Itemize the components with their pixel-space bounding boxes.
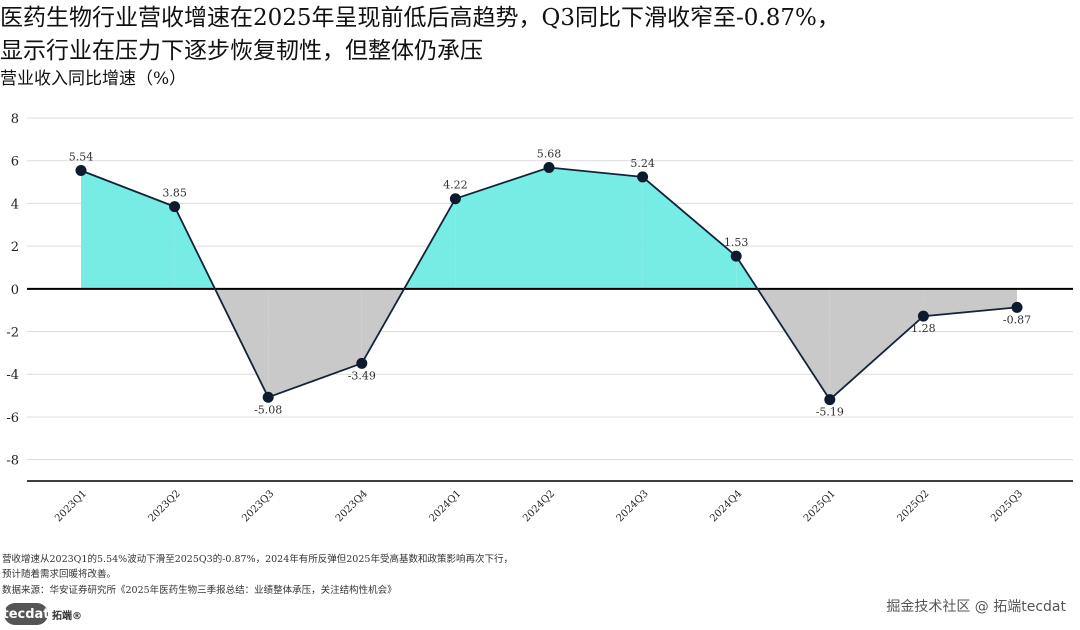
y-tick-label: 2 bbox=[11, 240, 19, 255]
data-label: -0.87 bbox=[1003, 313, 1031, 326]
y-tick-label: 4 bbox=[11, 197, 19, 212]
data-label: 1.53 bbox=[724, 236, 749, 249]
data-point bbox=[169, 201, 181, 213]
y-tick-label: -4 bbox=[6, 368, 19, 383]
data-label: -5.19 bbox=[816, 406, 844, 419]
data-label: -3.49 bbox=[348, 369, 376, 382]
y-tick-label: -6 bbox=[6, 411, 19, 426]
data-point bbox=[917, 310, 929, 322]
data-label: -5.08 bbox=[254, 403, 282, 416]
y-tick-label: -8 bbox=[6, 454, 19, 469]
data-point bbox=[262, 391, 274, 403]
data-label: 3.85 bbox=[162, 187, 187, 200]
data-point bbox=[543, 162, 555, 174]
logo-text: 拓端® bbox=[52, 610, 82, 622]
x-tick-label: 2024Q3 bbox=[615, 488, 651, 524]
data-point bbox=[824, 394, 836, 406]
x-tick-label: 2024Q4 bbox=[708, 488, 744, 524]
positive-area bbox=[549, 167, 643, 289]
chart-title-line-1: 医药生物行业营收增速在2025年呈现前低后高趋势，Q3同比下滑收窄至-0.87%… bbox=[0, 5, 840, 31]
tecdat-logo: tecdat 拓端® bbox=[2, 603, 82, 625]
y-tick-label: 8 bbox=[11, 112, 19, 127]
data-source: 数据来源：华安证券研究所《2025年医药生物三季报总结：业绩整体承压，关注结构性… bbox=[2, 585, 397, 596]
data-point bbox=[637, 171, 649, 183]
data-label: 5.54 bbox=[69, 151, 94, 164]
data-label: 4.22 bbox=[443, 179, 468, 192]
data-label: 5.24 bbox=[630, 157, 655, 170]
x-tick-label: 2025Q3 bbox=[989, 488, 1025, 524]
positive-area bbox=[455, 167, 549, 289]
positive-area bbox=[81, 170, 175, 289]
data-point bbox=[730, 250, 742, 262]
footnote-line-2: 预计随着需求回暖将改善。 bbox=[2, 569, 117, 580]
logo-mark: tecdat bbox=[2, 603, 50, 625]
footnote-line-1: 营收增速从2023Q1的5.54%波动下滑至2025Q3的-0.87%，2024… bbox=[2, 554, 513, 565]
data-point bbox=[75, 165, 87, 177]
data-label: 1.28 bbox=[911, 322, 936, 335]
negative-area bbox=[268, 288, 362, 398]
growth-area-chart: 8 6 4 2 0 -2 -4 -6 -8 5.54 3.85 -5.08 -3.49 4.22 5.68 5… bbox=[6, 112, 1073, 524]
data-point bbox=[1011, 301, 1023, 313]
negative-area bbox=[829, 288, 924, 400]
x-tick-label: 2023Q4 bbox=[334, 488, 370, 524]
y-axis-label: 营业收入同比增速（%） bbox=[0, 69, 187, 89]
x-tick-label: 2024Q1 bbox=[427, 488, 463, 524]
x-tick-label: 2023Q1 bbox=[53, 488, 89, 524]
positive-area bbox=[642, 176, 737, 289]
y-tick-label: -2 bbox=[6, 326, 19, 341]
x-tick-label: 2025Q2 bbox=[895, 488, 931, 524]
x-tick-label: 2025Q1 bbox=[802, 488, 838, 524]
x-tick-label: 2023Q2 bbox=[147, 488, 183, 524]
y-tick-label: 6 bbox=[11, 155, 19, 170]
x-tick-label: 2023Q3 bbox=[240, 488, 276, 524]
x-tick-label: 2024Q2 bbox=[521, 488, 557, 524]
data-label: 5.68 bbox=[537, 148, 562, 161]
watermark: 掘金技术社区 @ 拓端tecdat bbox=[886, 599, 1066, 615]
data-point bbox=[449, 193, 461, 205]
y-tick-label: 0 bbox=[11, 283, 19, 298]
chart-title-line-2: 显示行业在压力下逐步恢复韧性，但整体仍承压 bbox=[0, 38, 483, 64]
data-point bbox=[356, 357, 368, 369]
